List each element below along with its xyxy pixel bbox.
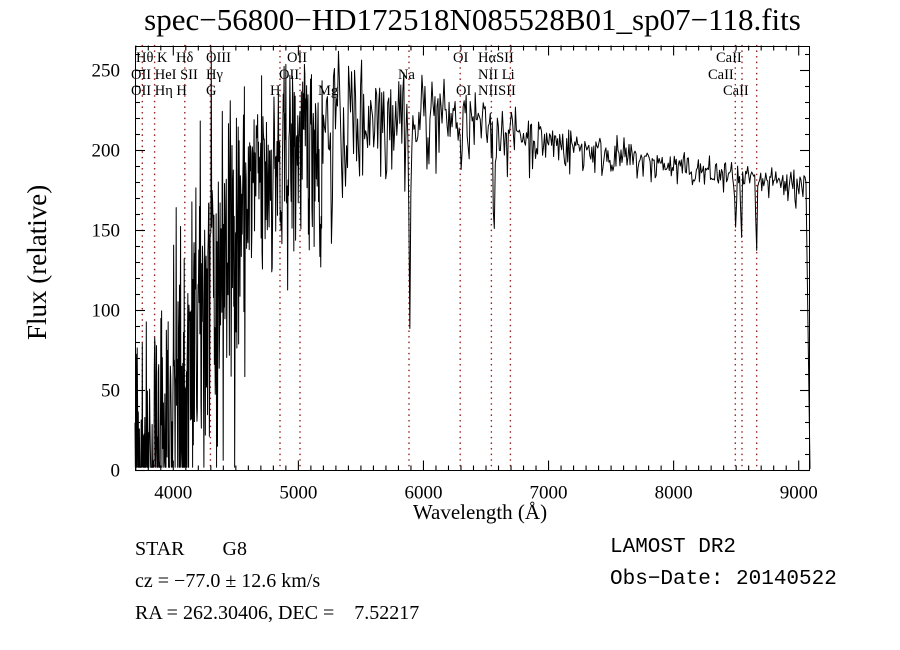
svg-text:150: 150 xyxy=(92,221,121,242)
svg-text:8000: 8000 xyxy=(655,483,693,504)
svg-text:200: 200 xyxy=(92,141,121,162)
svg-text:100: 100 xyxy=(92,301,121,322)
svg-text:OII: OII xyxy=(287,50,307,66)
svg-text:NIISII: NIISII xyxy=(478,83,516,99)
svg-text:OII Hη H: OII Hη H xyxy=(131,83,187,99)
svg-text:Mg: Mg xyxy=(318,83,338,99)
svg-text:Hδ: Hδ xyxy=(176,50,193,66)
svg-text:OII: OII xyxy=(279,67,299,83)
svg-text:Hγ: Hγ xyxy=(206,67,223,83)
svg-text:CaII: CaII xyxy=(716,50,742,66)
svg-text:Na: Na xyxy=(398,67,415,83)
svg-text:OIII: OIII xyxy=(206,50,231,66)
svg-text:50: 50 xyxy=(101,381,120,402)
svg-text:9000: 9000 xyxy=(780,483,818,504)
svg-text:5000: 5000 xyxy=(279,483,317,504)
svg-text:HαSII: HαSII xyxy=(478,50,514,66)
svg-text:0: 0 xyxy=(111,461,121,482)
svg-text:Hθ K: Hθ K xyxy=(136,50,168,66)
svg-text:NII Li: NII Li xyxy=(478,67,515,83)
svg-text:7000: 7000 xyxy=(530,483,568,504)
svg-text:H: H xyxy=(270,83,281,99)
svg-text:6000: 6000 xyxy=(404,483,442,504)
svg-text:250: 250 xyxy=(92,61,121,82)
svg-text:CaII: CaII xyxy=(708,67,734,83)
svg-text:CaII: CaII xyxy=(723,83,749,99)
svg-text:OI: OI xyxy=(456,83,471,99)
svg-text:OI: OI xyxy=(453,50,468,66)
svg-text:OII HeI SII: OII HeI SII xyxy=(131,67,198,83)
svg-text:4000: 4000 xyxy=(154,483,192,504)
svg-text:G: G xyxy=(206,83,217,99)
